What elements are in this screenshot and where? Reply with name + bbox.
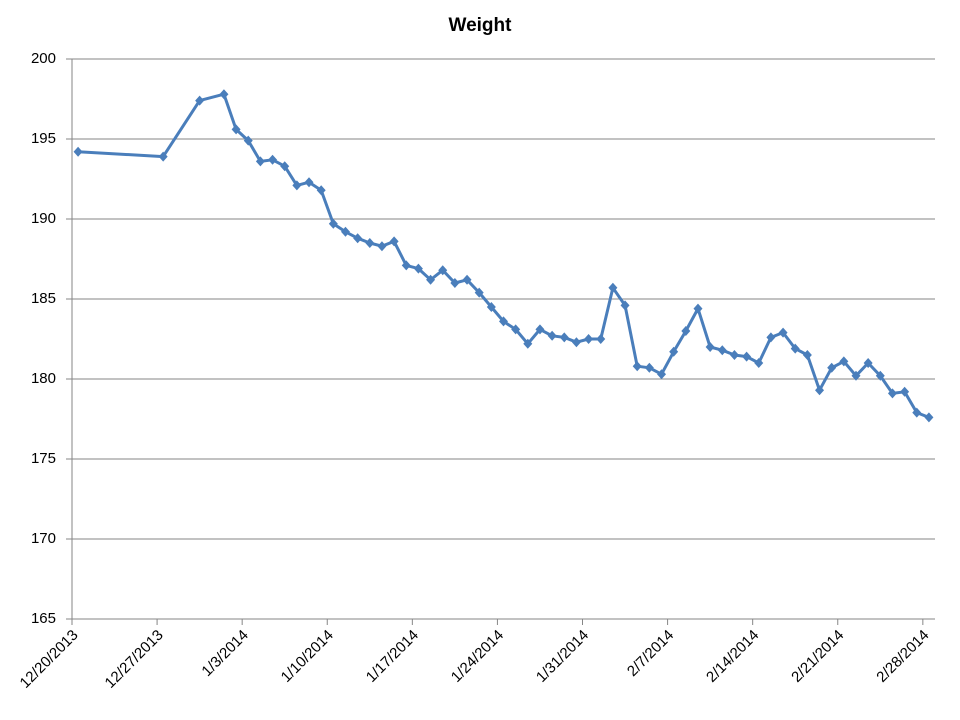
x-tick-label: 2/14/2014 xyxy=(703,627,762,686)
marker xyxy=(863,358,873,368)
marker xyxy=(742,351,752,362)
marker xyxy=(571,337,581,348)
marker xyxy=(596,334,606,344)
marker xyxy=(632,361,642,372)
marker xyxy=(353,233,363,244)
marker xyxy=(268,154,278,165)
marker xyxy=(693,303,703,314)
marker xyxy=(401,260,411,271)
marker xyxy=(827,362,837,373)
marker xyxy=(924,412,934,423)
marker xyxy=(377,241,387,252)
y-tick-label: 195 xyxy=(31,130,56,147)
chart-title: Weight xyxy=(449,15,513,36)
marker xyxy=(620,300,630,311)
marker xyxy=(754,358,764,368)
x-tick-label: 2/28/2014 xyxy=(873,627,932,686)
marker xyxy=(851,370,861,381)
marker xyxy=(778,327,788,338)
x-tick-label: 1/17/2014 xyxy=(363,627,422,686)
y-tick-label: 170 xyxy=(31,530,56,547)
y-tick-label: 185 xyxy=(31,290,56,307)
marker xyxy=(790,343,800,354)
marker xyxy=(912,407,922,418)
line xyxy=(77,92,930,419)
marker xyxy=(438,265,448,276)
marker xyxy=(340,226,350,237)
x-tick-label: 1/3/2014 xyxy=(198,627,251,680)
marker xyxy=(584,334,594,344)
marker xyxy=(729,350,739,360)
marker xyxy=(158,151,168,162)
y-tick-label: 165 xyxy=(31,610,56,627)
marker xyxy=(523,338,533,349)
marker xyxy=(511,324,521,335)
x-tick-label: 12/20/2013 xyxy=(17,627,82,692)
marker xyxy=(304,177,314,188)
marker xyxy=(875,370,885,381)
marker xyxy=(669,346,679,357)
marker xyxy=(462,274,472,285)
x-tick-label: 1/10/2014 xyxy=(278,627,337,686)
marker xyxy=(316,185,326,196)
marker xyxy=(243,135,253,146)
marker xyxy=(280,161,290,172)
marker xyxy=(535,324,545,335)
x-tick-label: 2/21/2014 xyxy=(788,627,847,686)
marker xyxy=(644,362,654,373)
marker xyxy=(717,345,727,356)
x-tick-label: 12/27/2013 xyxy=(102,627,167,692)
marker xyxy=(657,369,667,380)
marker xyxy=(766,332,776,343)
marker xyxy=(292,180,302,191)
marker xyxy=(255,156,265,167)
marker xyxy=(815,385,825,396)
marker xyxy=(681,326,691,336)
marker xyxy=(887,388,897,399)
y-tick-label: 175 xyxy=(31,450,56,467)
marker xyxy=(389,236,399,247)
marker xyxy=(195,95,205,106)
x-tick-label: 2/7/2014 xyxy=(624,627,677,680)
marker xyxy=(328,218,338,229)
marker xyxy=(802,350,812,360)
marker xyxy=(559,332,569,343)
marker xyxy=(486,302,496,312)
y-tick-label: 190 xyxy=(31,210,56,227)
x-tick-label: 1/31/2014 xyxy=(533,627,592,686)
marker xyxy=(608,282,618,293)
marker xyxy=(839,356,849,367)
x-tick-label: 1/24/2014 xyxy=(448,627,507,686)
marker xyxy=(547,330,557,341)
y-tick-label: 200 xyxy=(31,50,56,67)
marker xyxy=(705,342,715,352)
marker xyxy=(73,146,83,157)
marker xyxy=(219,89,229,100)
marker xyxy=(900,386,910,397)
y-tick-label: 180 xyxy=(31,370,56,387)
marker xyxy=(426,274,436,285)
marker xyxy=(413,263,423,274)
marker xyxy=(474,287,484,298)
marker xyxy=(499,316,508,327)
marker xyxy=(450,278,460,288)
marker xyxy=(231,124,241,135)
marker xyxy=(365,238,375,248)
